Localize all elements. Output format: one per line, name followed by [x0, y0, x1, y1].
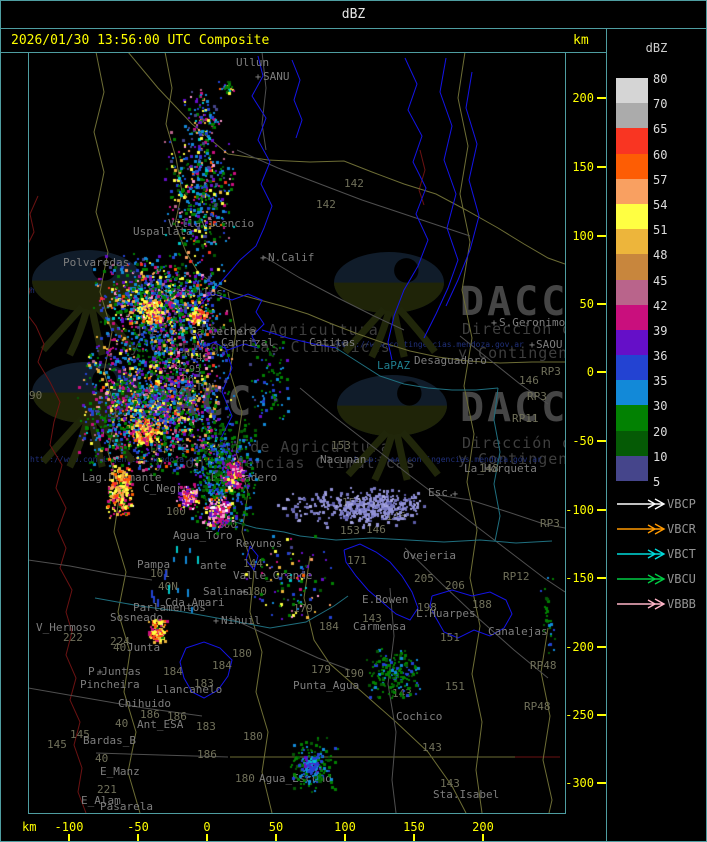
vector-label-vbbb: VBBB [667, 597, 696, 611]
bottom-axis-label--100: -100 [54, 820, 84, 834]
right-axis-label-100: 100 [572, 229, 594, 243]
right-axis-label--250: -250 [565, 708, 594, 722]
radar-echo-canvas [29, 53, 565, 813]
legend-value-42: 42 [653, 298, 668, 313]
map-layers: DACCDACCDACCDirección de Agriculturay Co… [29, 53, 565, 813]
right-axis-label--50: -50 [572, 434, 594, 448]
bottom-axis-label-150: 150 [403, 820, 425, 834]
legend-value-51: 51 [653, 223, 668, 238]
vector-arrow-vbcr-icon [617, 523, 666, 535]
right-axis-label-0: 0 [586, 365, 594, 379]
vector-label-vbcp: VBCP [667, 497, 696, 511]
legend-block-35 [616, 380, 648, 406]
bottom-axis-unit: km [22, 820, 37, 834]
legend-value-60: 60 [653, 147, 668, 162]
legend-block-30 [616, 405, 648, 431]
legend-block-54 [616, 203, 648, 230]
right-axis-tick [597, 509, 606, 511]
right-axis-label--100: -100 [565, 503, 594, 517]
legend-value-20: 20 [653, 424, 668, 439]
right-axis-tick [597, 646, 606, 648]
right-axis-tick [597, 714, 606, 716]
window-title: dBZ [341, 7, 366, 22]
bottom-axis-label-100: 100 [334, 820, 356, 834]
legend-value-36: 36 [653, 349, 668, 364]
legend-block-60 [616, 153, 648, 179]
legend-value-39: 39 [653, 323, 668, 338]
legend-block-39 [616, 329, 648, 356]
legend-value-57: 57 [653, 172, 668, 187]
legend-value-45: 45 [653, 273, 668, 288]
bottom-axis-tick [68, 834, 70, 842]
vector-label-vbcu: VBCU [667, 572, 696, 586]
legend-value-10: 10 [653, 449, 668, 464]
right-axis-tick [597, 440, 606, 442]
status-bar: 2026/01/30 13:56:00 UTC Composite km [0, 28, 607, 53]
right-axis-tick [597, 303, 606, 305]
bottom-axis-tick [344, 834, 346, 842]
legend-value-70: 70 [653, 97, 668, 112]
bottom-axis-label-200: 200 [472, 820, 494, 834]
legend-value-35: 35 [653, 374, 668, 389]
right-axis-tick [597, 166, 606, 168]
legend-value-48: 48 [653, 248, 668, 263]
legend-block-48 [616, 254, 648, 280]
radar-map-content: DACCDACCDACCDirección de Agriculturay Co… [29, 53, 565, 813]
legend-block-36 [616, 355, 648, 381]
vector-arrow-vbct-icon [617, 548, 666, 560]
legend-value-80: 80 [653, 72, 668, 86]
legend-value-5: 5 [653, 475, 661, 489]
bottom-axis-label-50: 50 [268, 820, 284, 834]
bottom-axis-tick [206, 834, 208, 842]
window-title-bar: dBZ [0, 0, 707, 29]
right-axis-label--300: -300 [565, 776, 594, 790]
right-axis-label-50: 50 [579, 297, 594, 311]
right-axis-tick [597, 577, 606, 579]
legend-block-42 [616, 304, 648, 330]
legend-block-51 [616, 229, 648, 255]
vector-arrow-vbbb-icon [617, 598, 666, 610]
vector-arrow-vbcp-icon [617, 498, 666, 510]
bottom-axis-tick [137, 834, 139, 842]
vector-label-vbct: VBCT [667, 547, 696, 561]
bottom-axis-label-0: 0 [203, 820, 211, 834]
right-axis-tick [597, 97, 606, 99]
right-axis-label--200: -200 [565, 640, 594, 654]
bottom-axis-label--50: -50 [127, 820, 149, 834]
legend-block-65 [616, 128, 648, 154]
vector-arrow-vbcu-icon [617, 573, 666, 585]
legend-block-45 [616, 279, 648, 305]
legend-block-57 [616, 178, 648, 204]
bottom-axis-tick [482, 834, 484, 842]
legend-block-70 [616, 103, 648, 129]
dbz-colorbar [616, 78, 648, 481]
legend-value-54: 54 [653, 197, 668, 212]
right-axis-tick [597, 235, 606, 237]
legend-block-20 [616, 430, 648, 456]
right-axis-label-150: 150 [572, 160, 594, 174]
legend-block-10 [616, 455, 648, 481]
bottom-axis-tick [413, 834, 415, 842]
right-axis-tick [597, 782, 606, 784]
legend-value-65: 65 [653, 122, 668, 137]
bottom-axis-tick [275, 834, 277, 842]
right-axis-unit: km [573, 33, 589, 48]
right-axis-label-200: 200 [572, 91, 594, 105]
legend-value-30: 30 [653, 399, 668, 414]
dbz-legend-panel: dBZ 80 70 65 60 57 54 51 48 45 42 39 36 35 30 20 10 5 VB… [606, 28, 707, 842]
vector-label-vbcr: VBCR [667, 522, 696, 536]
right-axis-tick [597, 371, 606, 373]
right-axis-label--150: -150 [565, 571, 594, 585]
legend-title: dBZ [645, 41, 668, 55]
legend-block-80 [616, 78, 648, 104]
timestamp-label: 2026/01/30 13:56:00 UTC Composite [11, 33, 270, 48]
